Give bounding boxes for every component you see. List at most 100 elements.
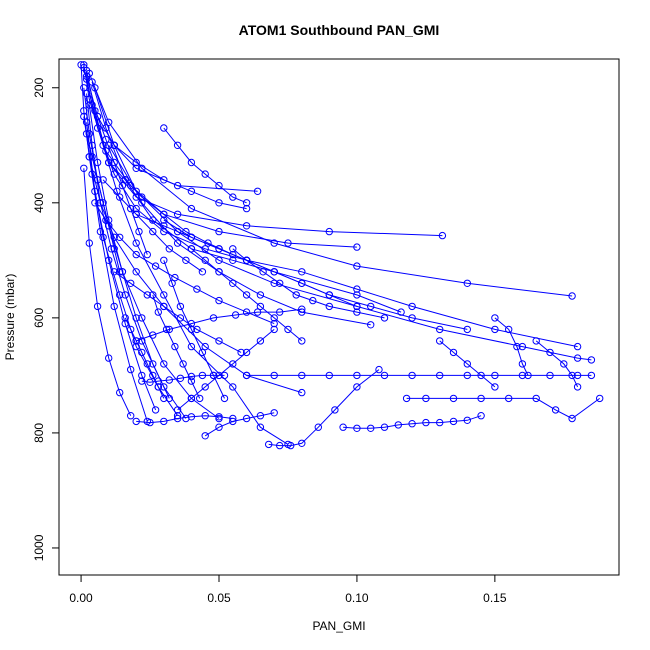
data-point (491, 314, 499, 322)
data-point (173, 406, 182, 414)
data-point (298, 279, 306, 287)
profile-series (121, 314, 168, 403)
data-point (132, 314, 140, 322)
profile-series (132, 305, 306, 345)
data-point (160, 256, 168, 264)
data-point (568, 371, 576, 380)
data-point (80, 112, 88, 121)
profile-line (83, 168, 132, 416)
data-point (408, 420, 416, 428)
data-point (394, 421, 402, 429)
data-point (176, 374, 185, 382)
data-point (422, 418, 430, 427)
data-point (132, 204, 140, 213)
data-point (110, 268, 118, 276)
data-point (375, 365, 383, 374)
plot-marks (77, 61, 604, 450)
profile-line (88, 73, 573, 297)
profile-series (491, 314, 532, 380)
data-point (171, 273, 179, 282)
profile-line (136, 415, 233, 424)
data-point (146, 378, 154, 386)
data-point (143, 291, 152, 299)
y-axis-label: Pressure (mbar) (3, 274, 17, 361)
data-point (518, 371, 527, 380)
data-point (270, 325, 278, 334)
data-point (82, 75, 91, 83)
data-point (187, 377, 196, 385)
y-tick-label: 1000 (32, 534, 46, 561)
data-point (463, 371, 471, 380)
data-point (173, 210, 182, 219)
data-point (160, 417, 168, 426)
data-point (201, 432, 209, 440)
data-point (449, 394, 458, 403)
data-point (193, 325, 201, 334)
data-point (596, 394, 604, 403)
profile-series (82, 130, 124, 276)
data-point (408, 314, 416, 322)
profile-series (91, 199, 278, 328)
profile-series (82, 66, 447, 240)
profile-line (406, 397, 600, 420)
profile-series (80, 63, 361, 251)
data-point (215, 199, 223, 207)
data-point (99, 176, 107, 184)
data-point (353, 285, 361, 293)
data-point (102, 135, 110, 144)
data-point (154, 383, 163, 391)
data-point (331, 406, 339, 414)
data-point (477, 412, 485, 420)
data-point (160, 216, 168, 224)
profile-line (152, 294, 201, 399)
data-point (438, 231, 447, 240)
profile-series (436, 337, 499, 391)
data-point (436, 337, 444, 345)
data-point (201, 170, 209, 178)
data-point (132, 158, 140, 167)
profile-line (232, 248, 385, 319)
data-point (187, 394, 196, 403)
profile-line (113, 144, 247, 210)
data-point (353, 243, 361, 251)
data-point (242, 414, 251, 423)
data-point (160, 360, 168, 368)
profile-line (86, 78, 578, 348)
data-point (138, 193, 146, 201)
data-point (132, 250, 140, 259)
data-point (187, 342, 196, 351)
chart-title: ATOM1 Southbound PAN_GMI (239, 22, 440, 38)
data-point (573, 354, 582, 362)
profile-series (93, 112, 152, 259)
data-point (573, 383, 582, 391)
profile-series (229, 245, 389, 322)
data-point (270, 239, 278, 247)
data-point (367, 424, 375, 432)
profile-series (105, 158, 237, 259)
data-point (215, 296, 223, 305)
data-point (182, 256, 190, 264)
data-point (353, 262, 361, 270)
data-point (242, 371, 251, 380)
profile-series (201, 409, 278, 440)
data-point (309, 296, 317, 305)
y-tick-label: 200 (32, 77, 46, 97)
data-point (135, 227, 143, 236)
data-point (298, 305, 306, 313)
data-point (121, 314, 129, 322)
data-point (215, 371, 223, 380)
profile-series (132, 210, 471, 334)
data-point (298, 439, 306, 447)
data-point (102, 216, 110, 224)
y-tick-label: 400 (32, 192, 46, 212)
data-point (229, 250, 237, 259)
data-point (105, 222, 113, 230)
data-point (215, 245, 223, 253)
data-point (201, 256, 209, 264)
data-point (215, 337, 223, 345)
data-point (198, 371, 207, 380)
data-point (215, 181, 223, 190)
data-point (176, 314, 185, 322)
data-point (568, 414, 576, 423)
data-point (143, 250, 152, 259)
